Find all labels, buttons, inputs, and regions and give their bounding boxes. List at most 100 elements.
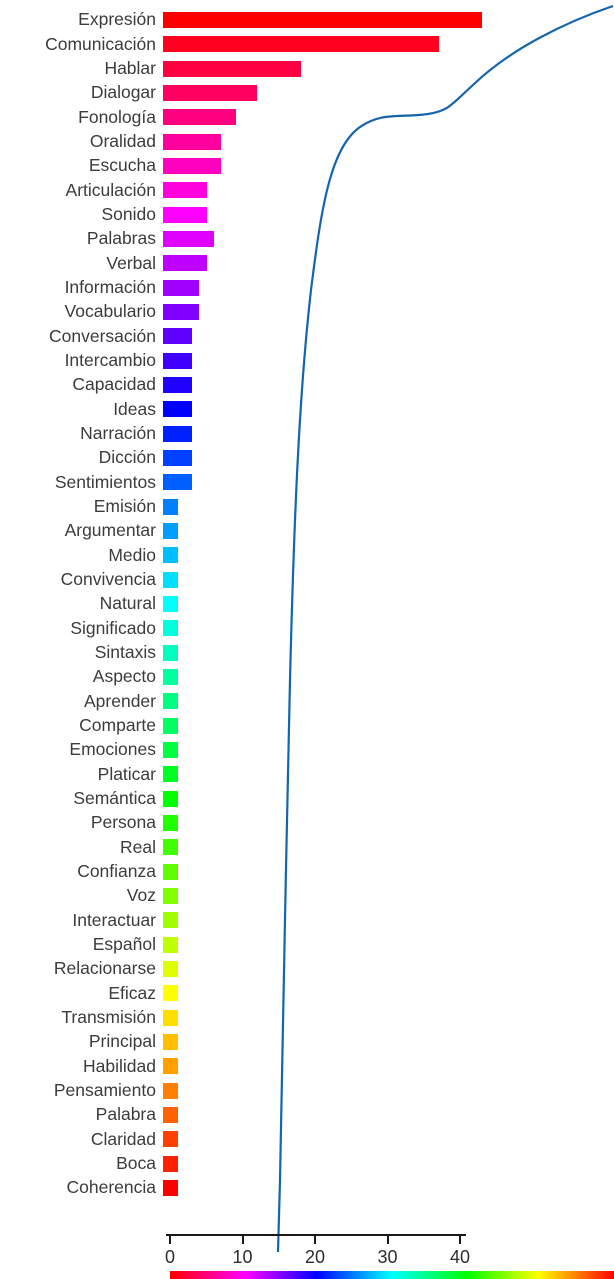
chart-row: Argumentar: [0, 519, 614, 543]
bar: [163, 669, 178, 686]
bar: [163, 1033, 178, 1050]
category-label: Principal: [88, 1031, 156, 1052]
x-axis-tick: [169, 1234, 171, 1244]
bar: [163, 596, 178, 613]
chart-row: Emisión: [0, 495, 614, 519]
bar: [163, 985, 178, 1002]
category-label: Dialogar: [90, 82, 156, 103]
category-label: Español: [92, 933, 156, 954]
bar: [163, 912, 178, 929]
chart-row: Claridad: [0, 1127, 614, 1151]
chart-row: Intercambio: [0, 349, 614, 373]
category-label: Información: [64, 277, 156, 298]
category-label: Sintaxis: [94, 641, 156, 662]
x-axis-tick-label: 30: [377, 1247, 398, 1267]
chart-row: Español: [0, 932, 614, 956]
category-label: Real: [120, 836, 156, 857]
x-axis-tick: [241, 1234, 244, 1244]
bar: [163, 255, 207, 272]
chart-row: Fonología: [0, 105, 614, 129]
chart-row: Conversación: [0, 324, 614, 348]
bar: [163, 133, 221, 150]
chart-row: Real: [0, 835, 614, 859]
x-axis-tick-label: 40: [449, 1247, 471, 1267]
bar: [163, 1179, 178, 1196]
bar: [163, 450, 192, 467]
bar: [163, 304, 200, 321]
category-label: Sonido: [101, 204, 157, 225]
bar: [163, 887, 178, 904]
chart-row: Oralidad: [0, 130, 614, 154]
chart-row: Eficaz: [0, 981, 614, 1005]
bar: [163, 182, 207, 199]
category-label: Significado: [70, 617, 156, 638]
category-label: Confianza: [77, 860, 156, 881]
category-label: Relacionarse: [53, 958, 156, 979]
bar: [163, 523, 178, 540]
bar: [163, 1082, 178, 1099]
chart-row: Comparte: [0, 714, 614, 738]
x-axis-line: [166, 1234, 466, 1236]
chart-row: Interactuar: [0, 908, 614, 932]
chart-row: Aprender: [0, 689, 614, 713]
bar: [163, 377, 192, 394]
category-label: Verbal: [106, 252, 156, 273]
category-label: Comparte: [79, 714, 156, 735]
bar: [163, 158, 221, 175]
category-label: Sentimientos: [54, 471, 156, 492]
chart-row: Platicar: [0, 762, 614, 786]
category-label: Capacidad: [72, 374, 156, 395]
category-label: Emisión: [93, 495, 156, 516]
bar: [163, 85, 258, 102]
chart-row: Sonido: [0, 203, 614, 227]
category-label: Emociones: [69, 739, 156, 760]
chart-row: Natural: [0, 592, 614, 616]
bar: [163, 1155, 178, 1172]
category-label: Habilidad: [83, 1055, 156, 1076]
category-label: Narración: [80, 422, 156, 443]
chart-row: Principal: [0, 1030, 614, 1054]
bar: [163, 12, 482, 29]
chart-row: Hablar: [0, 57, 614, 81]
chart-row: Voz: [0, 884, 614, 908]
x-axis-tick: [314, 1234, 316, 1244]
chart-row: Persona: [0, 811, 614, 835]
chart-row: Dicción: [0, 446, 614, 470]
category-label: Palabras: [86, 228, 156, 249]
bar: [163, 474, 192, 491]
chart-row: Medio: [0, 543, 614, 567]
chart-row: Narración: [0, 422, 614, 446]
chart-row: Sentimientos: [0, 470, 614, 494]
chart-row: Verbal: [0, 251, 614, 275]
category-label: Convivencia: [60, 568, 156, 589]
category-label: Argumentar: [64, 520, 156, 541]
bar: [163, 352, 192, 369]
chart-row: Relacionarse: [0, 957, 614, 981]
chart-row: Aspecto: [0, 665, 614, 689]
bar: [163, 547, 178, 564]
bar: [163, 839, 178, 856]
chart-row: Transmisión: [0, 1005, 614, 1029]
category-label: Voz: [126, 885, 156, 906]
chart-row: Convivencia: [0, 568, 614, 592]
bar: [163, 766, 178, 783]
chart-row: Vocabulario: [0, 300, 614, 324]
chart-row: Boca: [0, 1151, 614, 1175]
bars-area: Expresión Comunicación Hablar Dialogar Fonol…: [0, 8, 614, 1200]
bar: [163, 1106, 178, 1123]
bar: [163, 1058, 178, 1075]
bar: [163, 693, 178, 710]
chart-row: Información: [0, 276, 614, 300]
category-label: Comunicación: [45, 33, 156, 54]
chart-row: Significado: [0, 616, 614, 640]
bar: [163, 425, 192, 442]
bar: [163, 36, 439, 53]
category-label: Articulación: [65, 179, 156, 200]
bar: [163, 863, 178, 880]
category-label: Platicar: [97, 763, 156, 784]
colorbar: [170, 1271, 614, 1279]
chart-row: Habilidad: [0, 1054, 614, 1078]
chart-row: Dialogar: [0, 81, 614, 105]
bar: [163, 328, 192, 345]
